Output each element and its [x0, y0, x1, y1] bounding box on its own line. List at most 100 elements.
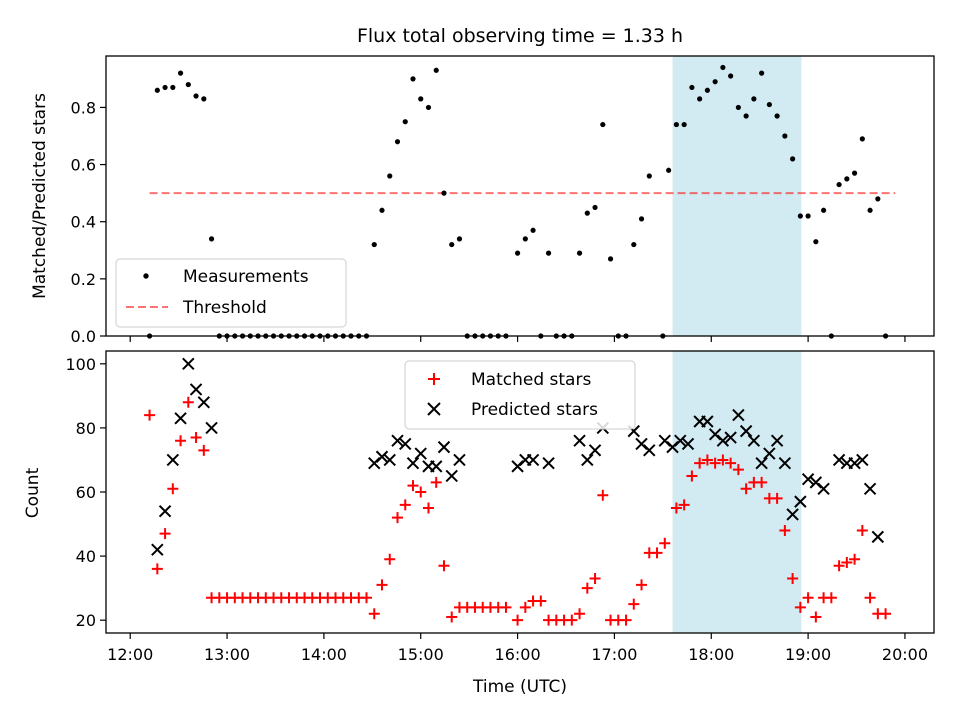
predicted-star-point: [430, 460, 443, 473]
bottom-x-axis-label: Time (UTC): [472, 677, 567, 697]
top-y-axis-label: Matched/Predicted stars: [30, 93, 50, 299]
predicted-star-point: [375, 450, 389, 463]
matched-star-point: [794, 601, 806, 613]
measurement-point: [371, 241, 377, 248]
measurement-point: [514, 250, 521, 256]
top-y-axis: 0.0 0.2 0.4 0.6 0.8: [71, 98, 106, 346]
top-y-tick-label: 0.0: [71, 327, 96, 346]
predicted-star-point: [174, 412, 187, 425]
measurement-point: [410, 76, 416, 82]
matched-star-point: [849, 553, 861, 565]
top-x-axis: [129, 336, 906, 342]
measurement-point: [766, 101, 772, 108]
matched-star-point: [446, 611, 458, 623]
matched-stars-series: [144, 396, 892, 626]
measurement-point: [631, 241, 637, 248]
matched-star-point: [407, 480, 419, 492]
matched-star-point: [686, 470, 698, 482]
predicted-star-point: [701, 415, 714, 428]
predicted-star-point: [391, 434, 404, 447]
measurement-point: [867, 207, 873, 213]
matched-star-point: [144, 409, 156, 421]
predicted-star-point: [406, 456, 420, 470]
matched-star-point: [670, 502, 682, 514]
matched-star-point: [810, 611, 822, 623]
predicted-star-point: [716, 434, 730, 447]
bottom-count-panel: 12:00 13:00 14:00 15:00 16:00 17:00 18:00 19:00…: [23, 350, 935, 697]
measurement-point: [522, 236, 528, 242]
measurement-point: [782, 133, 788, 139]
bottom-x-axis: 12:00 13:00 14:00 15:00 16:00 17:00 18:00 19:00…: [107, 633, 928, 664]
matched-star-point: [190, 432, 202, 444]
predicted-star-point: [453, 453, 466, 467]
matched-star-point: [678, 499, 690, 511]
measurement-point: [712, 79, 718, 85]
predicted-star-point: [542, 456, 555, 470]
matched-star-point: [151, 563, 163, 575]
matched-star-point: [415, 486, 427, 498]
predicted-star-point: [724, 431, 737, 444]
matched-star-point: [756, 476, 768, 488]
measurement-point: [697, 96, 703, 102]
predicted-star-point: [801, 472, 815, 486]
measurement-point: [836, 181, 842, 188]
measurement-point: [208, 236, 215, 242]
measurement-point: [751, 96, 757, 102]
matched-star-point: [597, 489, 609, 501]
matched-star-point: [361, 592, 373, 604]
measurement-point: [584, 210, 590, 216]
legend-predicted-marker: [427, 402, 441, 416]
matched-star-point: [581, 582, 593, 594]
matched-star-point: [384, 553, 396, 565]
bottom-y-tick-label: 60: [76, 483, 96, 502]
measurement-point: [638, 216, 645, 222]
predicted-star-point: [414, 447, 427, 460]
matched-star-point: [512, 614, 524, 626]
bottom-legend-box: [404, 360, 636, 430]
matched-star-point: [500, 601, 512, 613]
predicted-star-point: [189, 383, 203, 396]
matched-star-point: [636, 579, 648, 591]
measurement-point: [425, 104, 432, 111]
measurement-point: [821, 207, 827, 213]
measurement-point: [177, 70, 184, 76]
measurement-point: [394, 139, 401, 145]
matched-star-point: [368, 608, 380, 620]
bottom-x-tick-label: 12:00: [107, 645, 153, 664]
matched-star-point: [841, 557, 853, 568]
top-ratio-panel: 0.00.20.40.60.8 Matched/Predicted stars …: [30, 55, 935, 346]
measurement-point: [576, 250, 583, 256]
measurement-point: [875, 196, 881, 202]
measurement-point: [728, 73, 734, 79]
measurement-point: [154, 87, 160, 93]
predicted-star-point: [863, 482, 877, 496]
predicted-star-point: [158, 505, 172, 518]
matched-star-point: [694, 457, 706, 469]
matched-star-point: [198, 444, 210, 456]
matched-star-point: [709, 457, 721, 469]
predicted-star-point: [643, 444, 656, 457]
bottom-x-tick-label: 20:00: [882, 645, 928, 664]
matched-star-point: [438, 560, 450, 572]
matched-star-point: [535, 595, 547, 607]
measurement-point: [805, 213, 811, 219]
matched-star-point: [779, 524, 791, 536]
measurement-point: [379, 207, 385, 213]
measurement-point: [402, 119, 408, 125]
bottom-x-tick-label: 14:00: [301, 645, 347, 664]
top-y-tick-label: 0.4: [71, 213, 96, 232]
matched-star-point: [717, 454, 729, 466]
measurement-point: [813, 239, 819, 245]
matched-star-point: [740, 483, 752, 495]
bottom-y-tick-label: 80: [76, 419, 96, 438]
measurement-point: [592, 204, 598, 211]
matched-star-point: [574, 608, 586, 620]
matched-star-point: [620, 614, 632, 626]
predicted-star-point: [832, 453, 846, 467]
measurement-point: [387, 173, 393, 179]
predicted-star-point: [794, 495, 807, 508]
measurement-point: [441, 190, 447, 196]
predicted-star-point: [437, 440, 451, 454]
measurement-point: [774, 113, 780, 119]
